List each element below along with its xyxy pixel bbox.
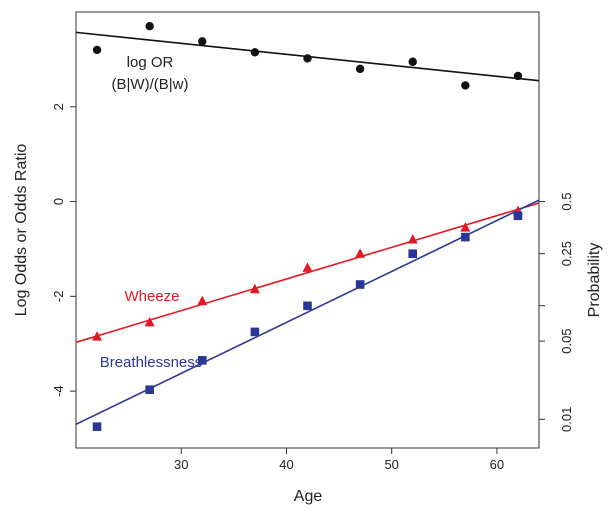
data-point-log-or bbox=[92, 45, 102, 55]
y2-axis: 0.01 0.05 0.25 0.5 bbox=[539, 193, 574, 432]
x-axis: 30 40 50 60 bbox=[174, 448, 504, 472]
data-point-wheeze bbox=[407, 233, 418, 244]
data-point-breathlessness bbox=[145, 385, 154, 395]
x-tick-label: 30 bbox=[174, 457, 188, 472]
y-axis-label: Log Odds or Odds Ratio bbox=[13, 144, 30, 317]
data-point-wheeze bbox=[249, 283, 260, 294]
data-point-breathlessness bbox=[250, 327, 260, 337]
y-axis: -4 -2 0 2 bbox=[51, 103, 76, 397]
data-point-breathlessness bbox=[197, 356, 207, 365]
data-point-log-or bbox=[198, 37, 207, 46]
series-label-breathlessness: Breathlessness bbox=[100, 354, 203, 371]
data-point-log-or bbox=[408, 57, 417, 66]
series-label-log-or-line1: log OR bbox=[127, 54, 174, 71]
data-point-log-or bbox=[461, 81, 470, 90]
data-point-wheeze bbox=[92, 331, 103, 341]
y-tick-label: 2 bbox=[51, 103, 66, 110]
data-point-log-or bbox=[303, 54, 312, 63]
x-tick-label: 40 bbox=[279, 457, 293, 472]
data-point-breathlessness bbox=[513, 211, 523, 221]
series-label-wheeze: Wheeze bbox=[124, 288, 179, 305]
data-point-breathlessness bbox=[303, 301, 312, 311]
y2-tick-label: 0.05 bbox=[559, 328, 574, 353]
data-point-breathlessness bbox=[92, 422, 102, 431]
data-point-breathlessness bbox=[408, 249, 418, 258]
data-point-breathlessness bbox=[461, 232, 470, 242]
data-point-log-or bbox=[355, 64, 365, 74]
y-tick-label: -4 bbox=[51, 385, 66, 397]
data-point-wheeze bbox=[144, 316, 155, 327]
y2-tick-label: 0.25 bbox=[559, 241, 574, 266]
data-point-wheeze bbox=[302, 262, 313, 272]
x-tick-label: 50 bbox=[384, 457, 398, 472]
data-point-log-or bbox=[250, 48, 260, 57]
x-axis-label: Age bbox=[294, 488, 323, 505]
data-point-wheeze bbox=[460, 222, 471, 232]
fit-line-wheeze bbox=[75, 202, 540, 344]
y2-axis-label: Probability bbox=[586, 243, 603, 318]
y2-tick-label: 0.5 bbox=[559, 193, 574, 211]
data-point-wheeze bbox=[197, 295, 208, 306]
data-point-log-or bbox=[513, 71, 523, 81]
y-tick-label: 0 bbox=[51, 198, 66, 205]
plot-frame bbox=[75, 11, 540, 449]
series-label-log-or-line2: (B|W)/(B|w) bbox=[112, 76, 189, 93]
data-point-breathlessness bbox=[355, 280, 365, 289]
x-tick-label: 60 bbox=[490, 457, 504, 472]
y-tick-label: -2 bbox=[51, 291, 66, 303]
y2-tick-label: 0.01 bbox=[559, 407, 574, 432]
data-point-wheeze bbox=[355, 248, 366, 258]
data-points bbox=[92, 22, 523, 431]
data-point-log-or bbox=[145, 22, 154, 31]
